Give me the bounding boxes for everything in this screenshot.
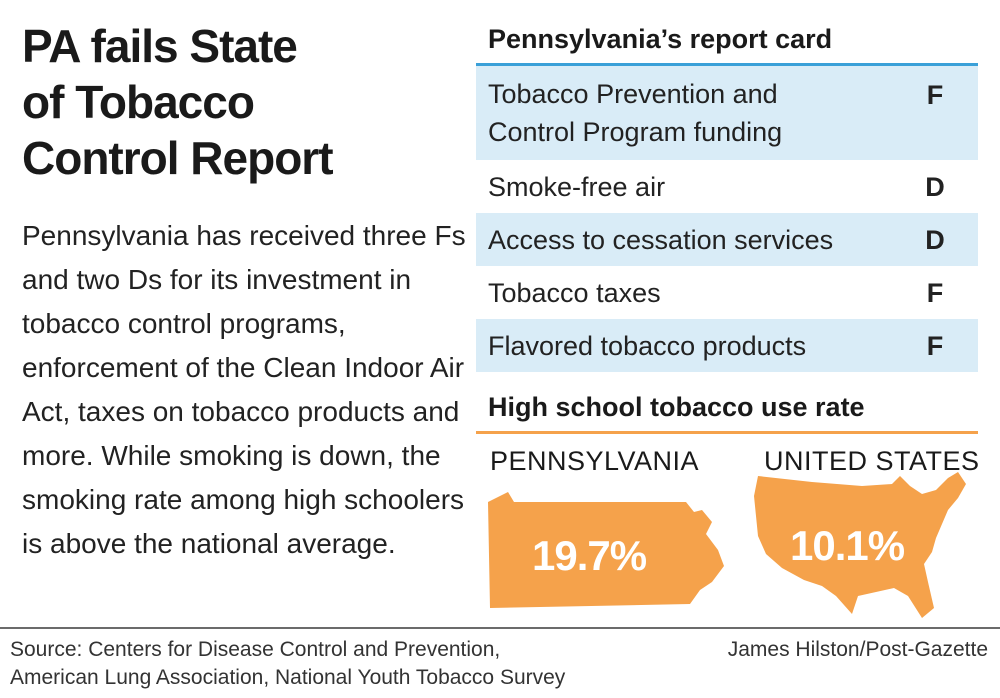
report-card-row: Access to cessation services D xyxy=(476,213,978,266)
report-card-row: Tobacco Prevention and Control Program f… xyxy=(476,66,978,160)
pennsylvania-map-icon xyxy=(486,490,726,620)
report-card-rule xyxy=(476,63,978,66)
report-card-row: Smoke-free air D xyxy=(476,160,978,213)
report-card-row: Flavored tobacco products F xyxy=(476,319,978,372)
row-grade: D xyxy=(925,224,945,255)
report-card-title: Pennsylvania’s report card xyxy=(488,24,833,54)
pennsylvania-label: PENNSYLVANIA xyxy=(490,446,700,476)
footer-rule xyxy=(0,627,1000,629)
row-label: Flavored tobacco products xyxy=(488,330,807,361)
united-states-label: UNITED STATES xyxy=(764,446,980,476)
united-states-rate: 10.1% xyxy=(790,522,905,569)
row-label: Tobacco taxes xyxy=(488,277,661,308)
high-school-rule xyxy=(476,431,978,434)
row-label: Access to cessation services xyxy=(488,224,834,255)
report-card-row: Tobacco taxes F xyxy=(476,266,978,319)
headline-line-2: of Tobacco xyxy=(22,76,255,128)
united-states-map-icon xyxy=(752,468,972,626)
headline-line-1: PA fails State xyxy=(22,20,298,72)
row-grade: F xyxy=(926,277,944,308)
row-label: Smoke-free air xyxy=(488,171,666,202)
row-grade: F xyxy=(926,80,944,110)
headline: PA fails State of Tobacco Control Report xyxy=(22,18,462,186)
credit: James Hilston/Post-Gazette xyxy=(727,638,988,661)
high-school-title: High school tobacco use rate xyxy=(488,392,865,422)
row-label: Tobacco Prevention and Control Program f… xyxy=(488,79,783,147)
pennsylvania-rate: 19.7% xyxy=(532,532,647,579)
source-line-1: Source: Centers for Disease Control and … xyxy=(10,638,501,661)
source-note: Source: Centers for Disease Control and … xyxy=(10,636,670,692)
source-line-2: American Lung Association, National Yout… xyxy=(10,666,566,689)
row-grade: F xyxy=(926,330,944,361)
row-grade: D xyxy=(925,171,945,202)
report-card-table: Tobacco Prevention and Control Program f… xyxy=(476,66,978,372)
body-text: Pennsylvania has received three Fs and t… xyxy=(22,220,466,559)
headline-line-3: Control Report xyxy=(22,132,334,184)
